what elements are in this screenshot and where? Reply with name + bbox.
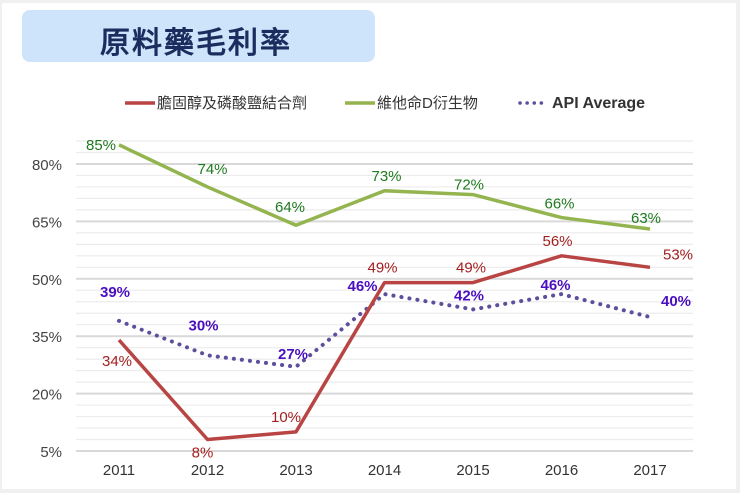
legend-label: API Average (552, 95, 645, 112)
data-label: 49% (456, 260, 486, 277)
x-tick-label: 2012 (191, 462, 224, 479)
data-label: 27% (278, 346, 308, 363)
data-label: 10% (271, 409, 301, 426)
data-label: 40% (661, 293, 691, 310)
data-label: 8% (192, 445, 214, 462)
chart-card (2, 3, 736, 489)
data-label: 72% (454, 177, 484, 194)
chart-title: 原料藥毛利率 (100, 26, 292, 61)
y-tick-label: 35% (32, 329, 62, 346)
y-tick-label: 20% (32, 387, 62, 404)
x-tick-label: 2013 (279, 462, 312, 479)
data-label: 73% (371, 168, 401, 185)
data-label: 63% (631, 210, 661, 227)
legend-label: 膽固醇及磷酸鹽結合劑 (157, 95, 307, 112)
data-label: 34% (102, 353, 132, 370)
x-tick-label: 2011 (103, 462, 135, 479)
x-tick-label: 2014 (368, 462, 401, 479)
data-label: 46% (540, 277, 570, 294)
data-label: 46% (347, 278, 377, 295)
data-label: 53% (663, 246, 693, 263)
data-label: 49% (367, 260, 397, 277)
x-tick-label: 2017 (633, 462, 666, 479)
data-label: 39% (100, 284, 130, 301)
y-tick-label: 80% (32, 157, 62, 174)
y-tick-label: 5% (40, 444, 62, 461)
x-tick-label: 2016 (545, 462, 578, 479)
y-tick-label: 65% (32, 214, 62, 231)
data-label: 85% (86, 137, 116, 154)
title-box: 原料藥毛利率 (22, 10, 375, 62)
legend-label: 維他命D衍生物 (377, 94, 478, 112)
data-label: 30% (188, 317, 218, 334)
data-label: 42% (454, 287, 484, 304)
data-label: 74% (197, 161, 227, 178)
data-label: 66% (544, 196, 574, 213)
x-tick-label: 2015 (456, 462, 489, 479)
y-tick-label: 50% (32, 272, 62, 289)
data-label: 56% (542, 233, 572, 250)
data-label: 64% (275, 199, 305, 216)
